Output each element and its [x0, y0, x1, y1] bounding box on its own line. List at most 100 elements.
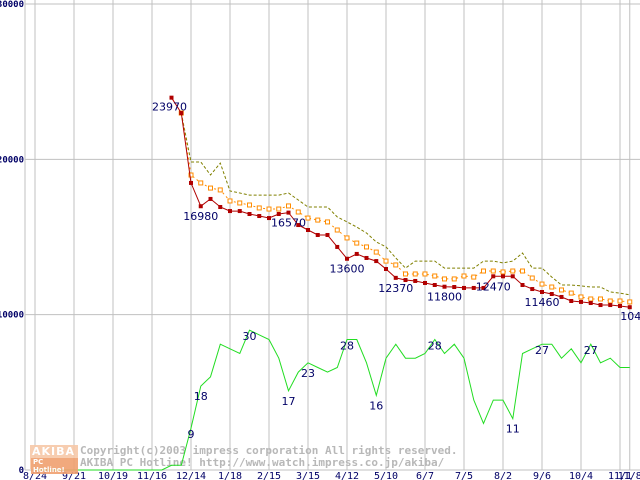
min-price-point — [627, 305, 632, 310]
x-tick-label: 10/4 — [569, 471, 593, 480]
logo-bottom-text: PC Hotline! — [31, 458, 78, 474]
average-price-point — [247, 202, 252, 208]
x-tick-label: 10/19 — [98, 471, 128, 480]
x-tick-label: 8/2 — [494, 471, 512, 480]
average-price-point — [432, 273, 438, 279]
x-tick-label: 7/5 — [455, 471, 473, 480]
average-price-point — [295, 209, 301, 215]
min-price-point — [462, 285, 466, 290]
min-price-point — [471, 285, 476, 290]
x-tick-label: 3/15 — [296, 471, 320, 480]
average-price-point — [529, 275, 535, 281]
max-price-line — [180, 112, 630, 296]
shop-count-data-label: 30 — [243, 330, 257, 343]
min-price-point — [588, 301, 593, 306]
watermark-copyright: Copyright(c)2003 impress corporation All… — [80, 444, 458, 457]
series-group — [35, 95, 633, 471]
y-tick-label: 10000 — [0, 311, 24, 321]
x-axis-ticks: 8/24 9/21 10/19 11/16 12/14 1/18 2/15 3/15 4/12 5… — [23, 471, 640, 480]
average-price-point — [598, 296, 603, 302]
min-price-point — [618, 303, 622, 308]
min-price-point — [491, 274, 496, 279]
average-price-point — [627, 299, 633, 305]
average-price-point — [520, 268, 525, 274]
min-price-point — [579, 299, 583, 304]
average-price-point — [217, 187, 223, 193]
min-price-point — [296, 223, 301, 228]
min-price-point — [540, 289, 544, 294]
min-price-data-label: 13600 — [330, 263, 365, 276]
average-price-point — [393, 262, 399, 268]
average-price-point — [442, 276, 447, 282]
min-price-point — [237, 209, 242, 214]
shop-count-data-label: 17 — [282, 395, 296, 408]
min-price-point — [276, 212, 281, 217]
min-price-point — [530, 287, 535, 292]
average-price-point — [481, 268, 486, 274]
average-price-point — [607, 298, 613, 304]
average-price-point — [325, 219, 330, 225]
shop-count-data-label: 23 — [301, 367, 315, 380]
min-price-point — [364, 255, 369, 260]
shop-count-data-label: 9 — [188, 428, 195, 441]
average-price-point — [559, 287, 564, 293]
average-price-point — [256, 205, 262, 211]
average-price-point — [227, 198, 233, 204]
x-tick-label: 2/15 — [257, 471, 281, 480]
min-price-point — [208, 196, 213, 201]
average-price-point — [549, 284, 555, 290]
average-price-point — [617, 298, 623, 304]
x-tick-label: 4/12 — [335, 471, 359, 480]
min-price-data-label: 16980 — [183, 210, 218, 223]
shop-count-data-label: 11 — [506, 423, 520, 436]
min-price-point — [520, 282, 525, 287]
min-price-point — [403, 278, 408, 283]
average-price-point — [500, 269, 506, 275]
average-price-point — [451, 276, 457, 282]
min-price-point — [267, 216, 271, 221]
min-price-point — [549, 292, 554, 297]
y-axis-ticks: 0 10000 20000 30000 — [0, 0, 24, 476]
min-price-point — [286, 210, 291, 215]
x-tick-label: 11/8 — [618, 471, 640, 480]
average-price-point — [539, 281, 545, 287]
average-price-point — [578, 294, 584, 300]
min-price-point — [452, 285, 457, 290]
average-price-point — [403, 271, 408, 277]
x-tick-label: 5/10 — [374, 471, 398, 480]
average-price-point — [208, 185, 213, 191]
x-tick-label: 12/14 — [176, 471, 206, 480]
min-price-point — [315, 232, 320, 237]
data-labels: 23970 16980 16570 13600 12370 11800 12470 11460… — [152, 101, 640, 441]
x-tick-label: 11/1 — [608, 471, 632, 480]
average-price-point — [510, 268, 516, 274]
average-price-point — [461, 273, 467, 279]
average-price-point — [305, 215, 311, 221]
min-price-point — [189, 180, 193, 185]
shop-count-data-label: 16 — [369, 399, 383, 412]
average-price-point — [364, 244, 369, 250]
x-tick-label: 6/7 — [416, 471, 434, 480]
min-price-point — [335, 244, 340, 249]
min-price-data-label: 12470 — [476, 280, 511, 293]
average-price-point — [266, 206, 272, 212]
x-tick-label: 9/21 — [62, 471, 86, 480]
min-price-data-label: 10480 — [620, 310, 640, 323]
x-tick-label: 1/18 — [218, 471, 242, 480]
average-price-point — [315, 217, 321, 223]
min-price-point — [608, 303, 613, 308]
average-price-point — [412, 271, 418, 277]
min-price-point — [432, 282, 437, 287]
min-price-point — [423, 280, 427, 285]
min-price-data-label: 23970 — [152, 101, 187, 114]
min-price-point — [569, 298, 574, 303]
min-price-point — [481, 285, 486, 290]
min-price-point — [179, 111, 184, 116]
average-price-point — [286, 203, 291, 209]
average-price-point — [334, 227, 340, 233]
average-price-point — [188, 172, 194, 178]
min-price-data-label: 11800 — [427, 291, 462, 304]
shop-count-data-label: 18 — [194, 390, 208, 403]
average-price-point — [471, 274, 477, 280]
